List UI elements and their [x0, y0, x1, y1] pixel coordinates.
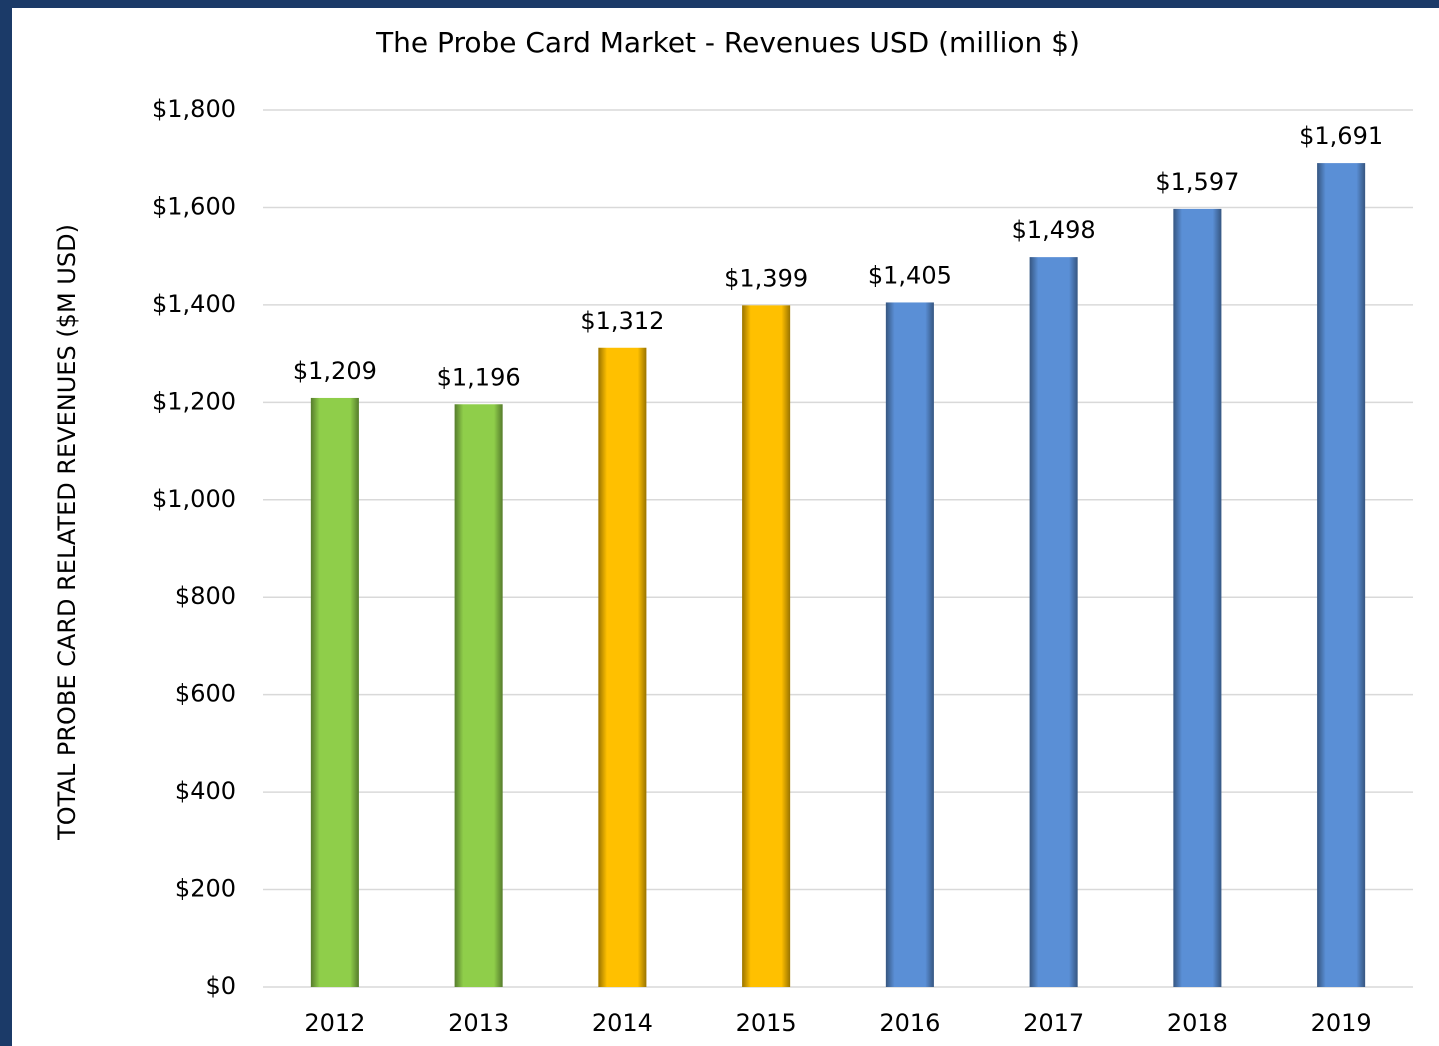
bar [1173, 208, 1222, 987]
value-label: $1,312 [580, 307, 664, 335]
x-tick-label: 2012 [304, 1009, 365, 1037]
y-tick-label: $0 [205, 972, 236, 1000]
value-label: $1,498 [1012, 216, 1096, 244]
y-tick-label: $400 [175, 777, 236, 805]
value-label: $1,399 [724, 264, 808, 292]
chart-title: The Probe Card Market - Revenues USD (mi… [375, 26, 1080, 59]
y-tick-label: $1,200 [152, 387, 236, 415]
value-label: $1,196 [437, 363, 521, 391]
y-tick-label: $1,400 [152, 290, 236, 318]
x-tick-label: 2019 [1311, 1009, 1372, 1037]
x-tick-label: 2014 [592, 1009, 653, 1037]
x-tick-label: 2015 [736, 1009, 797, 1037]
bar [1029, 257, 1078, 987]
y-tick-label: $800 [175, 582, 236, 610]
bar [454, 404, 503, 987]
y-tick-label: $1,000 [152, 485, 236, 513]
y-tick-label: $1,800 [152, 95, 236, 123]
y-axis-label: TOTAL PROBE CARD RELATED REVENUES ($M US… [53, 224, 81, 841]
x-tick-label: 2018 [1167, 1009, 1228, 1037]
value-label: $1,405 [868, 261, 952, 289]
value-label: $1,209 [293, 357, 377, 385]
bar [598, 347, 647, 988]
x-tick-label: 2013 [448, 1009, 509, 1037]
y-tick-label: $200 [175, 875, 236, 903]
y-tick-label: $1,600 [152, 192, 236, 220]
x-tick-label: 2017 [1023, 1009, 1084, 1037]
value-label: $1,597 [1155, 168, 1239, 196]
value-label: $1,691 [1299, 122, 1383, 150]
y-tick-label: $600 [175, 680, 236, 708]
bar [742, 305, 791, 987]
bar [885, 302, 934, 988]
x-tick-label: 2016 [879, 1009, 940, 1037]
bar [310, 397, 359, 987]
bar [1317, 163, 1366, 987]
